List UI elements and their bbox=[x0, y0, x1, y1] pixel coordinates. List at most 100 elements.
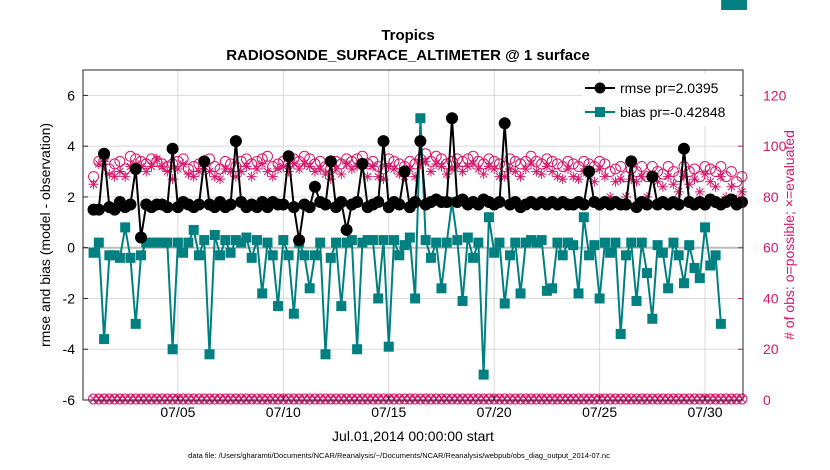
obs-possible-marker bbox=[694, 171, 706, 183]
obs-evaluated-marker bbox=[468, 158, 479, 169]
bias-marker bbox=[267, 250, 278, 261]
bias-marker bbox=[684, 240, 695, 251]
obs-evaluated-marker bbox=[668, 179, 679, 190]
bias-marker bbox=[642, 268, 653, 279]
bias-marker bbox=[331, 237, 342, 248]
bias-marker bbox=[462, 232, 473, 243]
asterisk-stroke bbox=[548, 167, 557, 176]
obs-possible-marker bbox=[188, 160, 200, 172]
asterisk-stroke bbox=[569, 172, 578, 181]
rmse-marker bbox=[493, 196, 506, 208]
obs-possible-marker bbox=[636, 160, 648, 172]
asterisk-stroke bbox=[616, 175, 625, 184]
obs-evaluated-marker bbox=[573, 174, 584, 185]
asterisk-stroke bbox=[669, 180, 678, 189]
bias-marker bbox=[262, 237, 273, 248]
obs-possible-marker bbox=[509, 155, 521, 167]
legend: rmse pr=2.0395 bias pr=-0.42848 bbox=[582, 74, 740, 126]
rmse-marker bbox=[166, 142, 179, 155]
obs-possible-marker bbox=[609, 163, 621, 175]
bias-marker bbox=[141, 237, 152, 248]
y2-tick-label: 80 bbox=[763, 189, 779, 205]
y-tick-label: 2 bbox=[67, 189, 75, 205]
asterisk-stroke bbox=[247, 172, 256, 181]
bias-marker bbox=[694, 273, 705, 284]
bias-marker bbox=[309, 250, 320, 261]
bias-marker bbox=[109, 250, 120, 261]
bias-marker bbox=[599, 237, 610, 248]
bias-marker bbox=[346, 235, 357, 246]
obs-possible-marker bbox=[567, 158, 579, 170]
asterisk-stroke bbox=[727, 182, 736, 191]
bias-marker bbox=[193, 250, 204, 261]
y2-axis-label: # of obs: o=possible; ×=evaluated bbox=[781, 130, 797, 340]
bias-marker bbox=[584, 250, 595, 261]
bias-marker bbox=[473, 237, 484, 248]
bias-marker bbox=[151, 237, 162, 248]
bias-marker bbox=[736, 0, 747, 10]
obs-possible-marker bbox=[725, 166, 737, 178]
bias-marker bbox=[547, 283, 558, 294]
bias-marker bbox=[510, 237, 521, 248]
asterisk-stroke bbox=[242, 162, 251, 171]
rmse-marker bbox=[677, 142, 690, 155]
bias-marker bbox=[352, 344, 363, 355]
obs-possible-marker bbox=[736, 171, 748, 183]
obs-possible-marker bbox=[515, 158, 527, 170]
obs-evaluated-marker bbox=[705, 176, 716, 187]
bias-marker bbox=[88, 247, 99, 258]
obs-evaluated-low-marker bbox=[738, 395, 746, 403]
obs-evaluated-marker bbox=[415, 158, 426, 169]
y-axis-label: rmse and bias (model - observation) bbox=[37, 123, 53, 347]
bias-marker bbox=[710, 250, 721, 261]
obs-evaluated-marker bbox=[694, 186, 705, 197]
bias-marker bbox=[499, 298, 510, 309]
asterisk-stroke bbox=[263, 167, 272, 176]
bias-marker bbox=[357, 237, 368, 248]
obs-evaluated-marker bbox=[209, 171, 220, 182]
obs-possible-marker bbox=[504, 153, 516, 165]
asterisk-stroke bbox=[574, 175, 583, 184]
rmse-marker bbox=[409, 196, 422, 208]
asterisk-stroke bbox=[527, 160, 535, 168]
asterisk-stroke bbox=[738, 395, 746, 403]
bias-marker bbox=[410, 293, 421, 304]
bias-marker bbox=[215, 250, 226, 261]
asterisk-stroke bbox=[342, 160, 351, 168]
plot-area bbox=[83, 0, 748, 405]
obs-possible-low-marker bbox=[736, 393, 748, 405]
asterisk-stroke bbox=[89, 180, 98, 189]
bias-marker bbox=[299, 250, 310, 261]
asterisk-stroke bbox=[179, 160, 188, 168]
rmse-marker bbox=[735, 196, 748, 208]
asterisk-stroke bbox=[738, 187, 746, 196]
y-tick-label: -6 bbox=[63, 392, 76, 408]
asterisk-stroke bbox=[363, 172, 372, 181]
obs-evaluated-marker bbox=[663, 171, 674, 182]
bias-marker bbox=[526, 235, 537, 246]
asterisk-stroke bbox=[543, 162, 551, 171]
bias-marker bbox=[336, 301, 347, 312]
rmse-marker bbox=[498, 117, 511, 130]
y-tick-label: -2 bbox=[63, 290, 76, 306]
asterisk-stroke bbox=[485, 162, 493, 171]
obs-possible-marker bbox=[493, 158, 505, 170]
rmse-marker bbox=[446, 112, 459, 125]
x-tick-label: 07/15 bbox=[371, 404, 406, 420]
obs-evaluated-marker bbox=[309, 166, 320, 177]
y2-tick-label: 60 bbox=[763, 240, 779, 256]
bias-marker bbox=[341, 237, 352, 248]
y2-tick-label: 100 bbox=[763, 138, 787, 154]
bias-marker bbox=[183, 237, 194, 248]
obs-evaluated-marker bbox=[536, 169, 547, 180]
plot-frame bbox=[82, 69, 744, 401]
bias-marker bbox=[663, 283, 674, 294]
asterisk-stroke bbox=[205, 167, 214, 176]
bias-marker bbox=[568, 240, 579, 251]
asterisk-stroke bbox=[695, 187, 704, 196]
asterisk-stroke bbox=[690, 175, 699, 184]
asterisk-stroke bbox=[564, 165, 572, 173]
bias-marker bbox=[157, 237, 168, 248]
rmse-marker bbox=[282, 150, 295, 163]
rmse-marker bbox=[414, 135, 427, 148]
